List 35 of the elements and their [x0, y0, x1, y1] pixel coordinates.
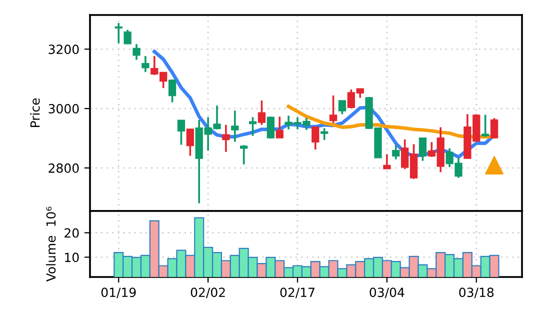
candlestick	[142, 55, 150, 73]
candlestick	[320, 127, 328, 141]
candlestick	[114, 22, 122, 44]
candlestick	[124, 28, 132, 46]
candlestick	[248, 116, 257, 137]
x-tick-label: 02/02	[190, 288, 225, 298]
y-tick-label: 10	[65, 252, 79, 262]
candlestick	[258, 100, 266, 126]
candlestick	[482, 114, 490, 138]
candlestick	[186, 128, 194, 157]
candlestick	[392, 144, 400, 160]
candlestick	[240, 144, 248, 166]
y-tick-label: 3200	[48, 44, 79, 54]
candlestick	[312, 126, 320, 150]
candlestick	[177, 120, 186, 146]
candlestick	[231, 110, 239, 143]
candlestick	[266, 116, 274, 140]
candlestick	[132, 43, 140, 61]
candlestick	[383, 153, 391, 170]
candlestick	[338, 100, 346, 116]
candlestick	[418, 137, 427, 162]
x-tick-label: 03/04	[370, 288, 404, 298]
candlestick	[329, 94, 338, 124]
y-tick-label: 2800	[48, 163, 79, 173]
candlestick	[222, 124, 230, 153]
x-tick-label: 03/18	[459, 288, 494, 298]
x-tick-label: 02/17	[280, 288, 314, 298]
y-axis-title: Price	[30, 98, 40, 128]
candlestick	[276, 116, 284, 139]
y-axis-title: Volume 10⁶	[46, 206, 56, 282]
x-tick-label: 01/19	[101, 288, 136, 298]
y-tick-label: 20	[64, 228, 79, 238]
candlestick	[490, 117, 498, 139]
candlestick	[168, 78, 176, 104]
y-tick-label: 3000	[48, 104, 79, 114]
